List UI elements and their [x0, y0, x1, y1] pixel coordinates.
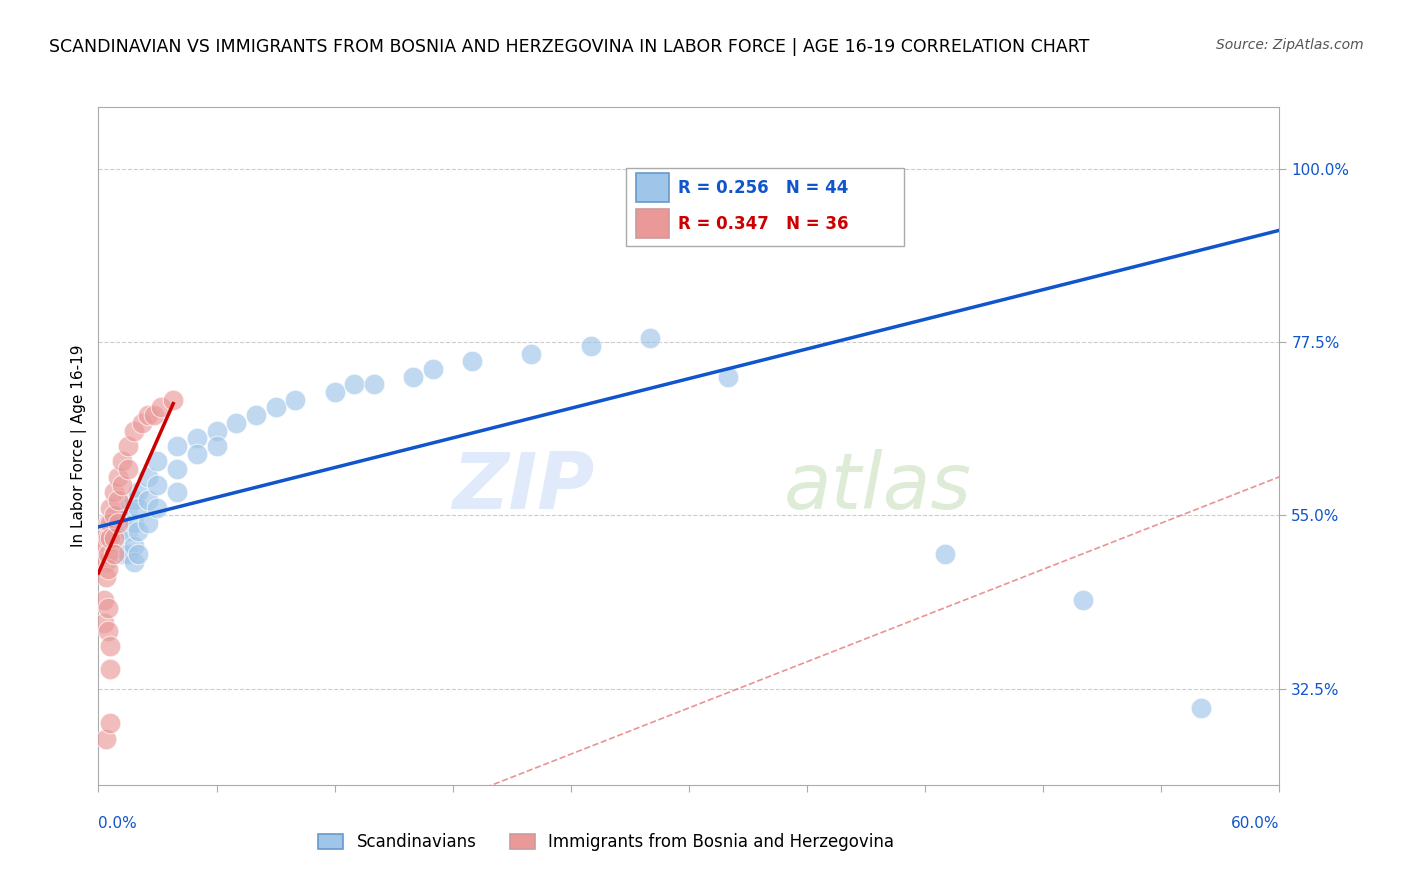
Point	[284, 392, 307, 407]
Point	[117, 462, 139, 476]
Point	[343, 377, 366, 392]
Point	[186, 447, 208, 461]
Text: R = 0.347   N = 36: R = 0.347 N = 36	[678, 215, 849, 233]
Point	[122, 492, 145, 507]
Point	[136, 492, 159, 507]
Point	[205, 424, 228, 438]
Point	[122, 555, 145, 569]
Point	[461, 354, 484, 368]
FancyBboxPatch shape	[626, 168, 904, 246]
Point	[111, 547, 134, 561]
Text: 60.0%: 60.0%	[1232, 816, 1279, 830]
Point	[97, 562, 120, 576]
Point	[117, 547, 139, 561]
Point	[96, 570, 118, 584]
Point	[107, 492, 129, 507]
Point	[136, 408, 159, 422]
Point	[107, 470, 129, 484]
Point	[96, 555, 118, 569]
Point	[225, 416, 247, 430]
Point	[98, 516, 121, 530]
Point	[97, 516, 120, 530]
Point	[638, 331, 661, 345]
Point	[122, 516, 145, 530]
Point	[103, 508, 125, 523]
Point	[131, 416, 153, 430]
Point	[162, 392, 184, 407]
Point	[97, 624, 120, 638]
Point	[122, 424, 145, 438]
Point	[103, 532, 125, 546]
Point	[186, 431, 208, 445]
Point	[97, 532, 120, 546]
Point	[97, 547, 120, 561]
Point	[96, 539, 118, 553]
Point	[323, 385, 346, 400]
Point	[97, 600, 120, 615]
Point	[107, 516, 129, 530]
Point	[117, 500, 139, 515]
Point	[579, 339, 602, 353]
Point	[136, 470, 159, 484]
Point	[205, 439, 228, 453]
FancyBboxPatch shape	[636, 173, 669, 202]
Point	[264, 401, 287, 415]
Point	[103, 547, 125, 561]
Point	[111, 477, 134, 491]
Point	[1189, 701, 1212, 715]
Point	[934, 547, 956, 561]
Point	[93, 532, 115, 546]
Point	[107, 532, 129, 546]
Point	[127, 524, 149, 538]
Point	[146, 477, 169, 491]
Point	[103, 485, 125, 500]
Point	[98, 716, 121, 731]
Point	[150, 401, 173, 415]
Point	[93, 616, 115, 631]
Point	[98, 532, 121, 546]
Point	[111, 454, 134, 468]
Point	[117, 439, 139, 453]
Point	[122, 539, 145, 553]
Y-axis label: In Labor Force | Age 16-19: In Labor Force | Age 16-19	[72, 344, 87, 548]
Point	[146, 500, 169, 515]
Point	[98, 662, 121, 676]
Point	[96, 731, 118, 746]
Point	[422, 362, 444, 376]
Point	[93, 593, 115, 607]
Text: atlas: atlas	[783, 449, 972, 524]
Text: Source: ZipAtlas.com: Source: ZipAtlas.com	[1216, 38, 1364, 53]
Point	[98, 500, 121, 515]
Point	[245, 408, 267, 422]
Point	[363, 377, 385, 392]
Point	[136, 516, 159, 530]
Point	[127, 500, 149, 515]
Point	[402, 369, 425, 384]
Text: ZIP: ZIP	[453, 449, 595, 524]
Text: R = 0.256   N = 44: R = 0.256 N = 44	[678, 178, 849, 197]
Point	[146, 454, 169, 468]
Point	[166, 439, 188, 453]
Text: 0.0%: 0.0%	[98, 816, 138, 830]
Legend: Scandinavians, Immigrants from Bosnia and Herzegovina: Scandinavians, Immigrants from Bosnia an…	[312, 827, 901, 858]
Text: SCANDINAVIAN VS IMMIGRANTS FROM BOSNIA AND HERZEGOVINA IN LABOR FORCE | AGE 16-1: SCANDINAVIAN VS IMMIGRANTS FROM BOSNIA A…	[49, 38, 1090, 56]
Point	[520, 346, 543, 360]
FancyBboxPatch shape	[636, 210, 669, 238]
Point	[98, 640, 121, 654]
Point	[142, 408, 165, 422]
Point	[127, 485, 149, 500]
Point	[1071, 593, 1094, 607]
Point	[166, 485, 188, 500]
Point	[166, 462, 188, 476]
Point	[117, 524, 139, 538]
Point	[717, 369, 740, 384]
Point	[127, 547, 149, 561]
Point	[107, 508, 129, 523]
